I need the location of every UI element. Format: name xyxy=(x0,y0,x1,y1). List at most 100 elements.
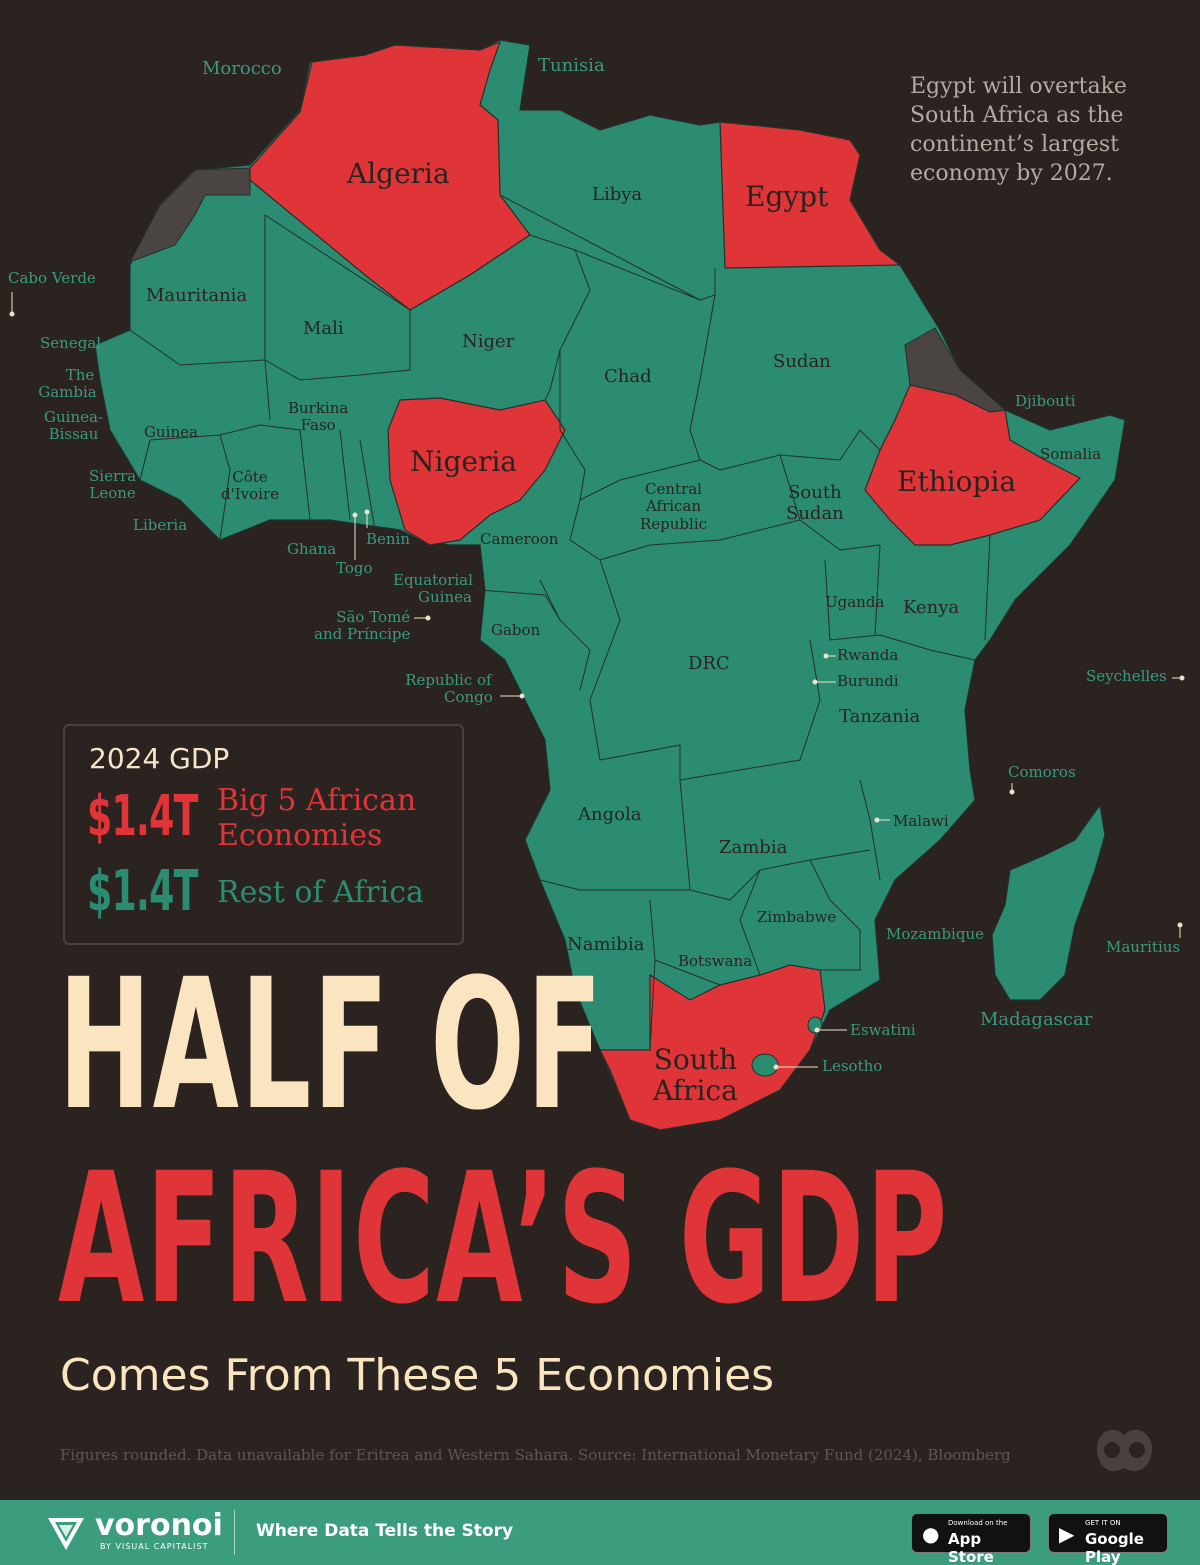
label-eq-guinea-line1: Equatorial xyxy=(393,571,473,589)
label-south-africa-line2: Africa xyxy=(653,1074,738,1108)
google-play-large: Google Play xyxy=(1085,1530,1144,1565)
label-lesotho: Lesotho xyxy=(822,1057,883,1075)
label-central-african-republic: Central African Republic xyxy=(640,480,708,533)
label-cameroon: Cameroon xyxy=(480,530,559,548)
app-store-button[interactable]: ● Download on the App Store xyxy=(911,1513,1031,1565)
label-sao-tome-line1: São Tomé xyxy=(336,608,411,626)
label-libya: Libya xyxy=(592,184,643,205)
voronoi-logo-icon[interactable] xyxy=(45,1512,87,1552)
app-store-large: App Store xyxy=(948,1530,994,1565)
label-nigeria: Nigeria xyxy=(410,445,517,478)
label-mauritius: Mauritius xyxy=(1106,938,1181,956)
legend-rest-label: Rest of Africa xyxy=(217,875,424,910)
label-uganda: Uganda xyxy=(825,593,885,611)
label-eq-guinea-line2: Guinea xyxy=(418,588,472,607)
brand-subtitle: BY VISUAL CAPITALIST xyxy=(100,1542,209,1551)
label-car-line3: Republic xyxy=(640,514,708,533)
label-burkina-line2: Faso xyxy=(300,416,336,435)
label-guinea-bissau: Guinea- Bissau xyxy=(44,408,103,444)
label-mozambique: Mozambique xyxy=(886,925,984,943)
label-car-line1: Central xyxy=(645,480,702,498)
headline-subtitle: Comes From These 5 Economies xyxy=(60,1350,775,1401)
label-burundi: Burundi xyxy=(837,672,899,690)
algeria-shape xyxy=(249,40,531,311)
ethiopia-shape xyxy=(864,384,1081,546)
label-ghana: Ghana xyxy=(287,540,337,558)
label-angola: Angola xyxy=(578,804,642,825)
label-cote-line2: d'Ivoire xyxy=(221,485,280,504)
label-gambia-line2: Gambia xyxy=(38,383,97,402)
label-gambia: The Gambia xyxy=(38,366,100,402)
headline-line2: AFRICA’S GDP xyxy=(58,1135,949,1344)
label-zimbabwe: Zimbabwe xyxy=(757,908,837,926)
footer-tagline: Where Data Tells the Story xyxy=(256,1521,514,1541)
label-south-sudan-line2: Sudan xyxy=(786,502,844,524)
rest-of-africa-region xyxy=(94,39,1126,1131)
apple-icon: ● xyxy=(922,1522,940,1546)
label-somalia: Somalia xyxy=(1040,445,1102,463)
label-republic-of-congo: Republic of Congo xyxy=(404,671,493,707)
legend-big5-label: Big 5 African Economies xyxy=(217,783,416,853)
source-note: Figures rounded. Data unavailable for Er… xyxy=(60,1446,1011,1464)
footer-divider xyxy=(234,1510,235,1555)
google-play-button[interactable]: ▶ GET IT ON Google Play xyxy=(1048,1513,1168,1565)
label-equatorial-guinea: Equatorial Guinea xyxy=(393,571,473,607)
label-gabon: Gabon xyxy=(491,621,541,639)
nigeria-shape xyxy=(387,397,566,546)
egypt-shape xyxy=(719,121,902,269)
label-rwanda: Rwanda xyxy=(837,646,899,664)
madagascar-shape xyxy=(991,803,1106,1001)
label-cote-divoire: Côte d'Ivoire xyxy=(221,468,280,504)
label-burkina-faso: Burkina Faso xyxy=(288,399,349,435)
app-store-small: Download on the xyxy=(948,1519,1008,1527)
google-play-small: GET IT ON xyxy=(1085,1519,1121,1527)
label-madagascar: Madagascar xyxy=(980,1009,1093,1030)
label-zambia: Zambia xyxy=(719,837,788,858)
label-sao-tome-line2: and Príncipe xyxy=(314,625,411,644)
legend-big5-label-line2: Economies xyxy=(217,817,383,853)
label-congo-line2: Congo xyxy=(444,688,493,707)
label-kenya: Kenya xyxy=(903,597,960,618)
label-mali: Mali xyxy=(303,318,344,339)
label-sao-tome: São Tomé and Príncipe xyxy=(314,608,411,644)
google-play-icon: ▶ xyxy=(1059,1522,1075,1546)
label-seychelles: Seychelles xyxy=(1086,667,1167,685)
brand-name[interactable]: voronoi xyxy=(95,1508,223,1543)
label-drc: DRC xyxy=(688,653,730,674)
label-liberia: Liberia xyxy=(133,516,188,534)
legend-big5-value: $1.4T xyxy=(87,784,198,849)
label-mauritania: Mauritania xyxy=(146,285,248,306)
label-sierra-leone-line2: Leone xyxy=(89,484,136,503)
africa-map xyxy=(94,39,1126,1131)
annotation-text: Egypt will overtake South Africa as the … xyxy=(910,74,1127,187)
label-eswatini: Eswatini xyxy=(850,1021,916,1039)
label-car-line2: African xyxy=(645,497,702,516)
label-tunisia: Tunisia xyxy=(538,55,605,76)
label-djibouti: Djibouti xyxy=(1015,392,1076,410)
label-algeria: Algeria xyxy=(347,157,450,190)
footer-bar: voronoi BY VISUAL CAPITALIST Where Data … xyxy=(0,1500,1200,1565)
label-cabo-verde: Cabo Verde xyxy=(8,269,96,287)
label-guinea: Guinea xyxy=(144,423,198,441)
label-niger: Niger xyxy=(462,331,515,352)
south-africa-shape xyxy=(599,964,826,1131)
label-sierra-leone-line1: Sierra xyxy=(89,467,137,485)
label-burkina-line1: Burkina xyxy=(288,399,349,417)
label-south-sudan-line1: South xyxy=(788,482,842,503)
label-congo-line1: Republic of xyxy=(405,671,492,689)
label-chad: Chad xyxy=(604,366,652,387)
label-cote-line1: Côte xyxy=(232,468,268,486)
label-ethiopia: Ethiopia xyxy=(897,465,1017,498)
label-benin: Benin xyxy=(366,530,411,548)
visual-capitalist-mark-icon xyxy=(1097,1429,1152,1472)
legend-title: 2024 GDP xyxy=(89,742,230,775)
label-tanzania: Tanzania xyxy=(839,706,921,727)
label-comoros: Comoros xyxy=(1008,763,1076,781)
label-sudan: Sudan xyxy=(773,351,831,372)
legend-rest-value: $1.4T xyxy=(87,859,198,924)
label-namibia: Namibia xyxy=(567,934,645,955)
label-guinea-bissau-line2: Bissau xyxy=(48,425,99,444)
label-botswana: Botswana xyxy=(678,952,753,970)
label-gambia-line1: The xyxy=(65,366,95,384)
